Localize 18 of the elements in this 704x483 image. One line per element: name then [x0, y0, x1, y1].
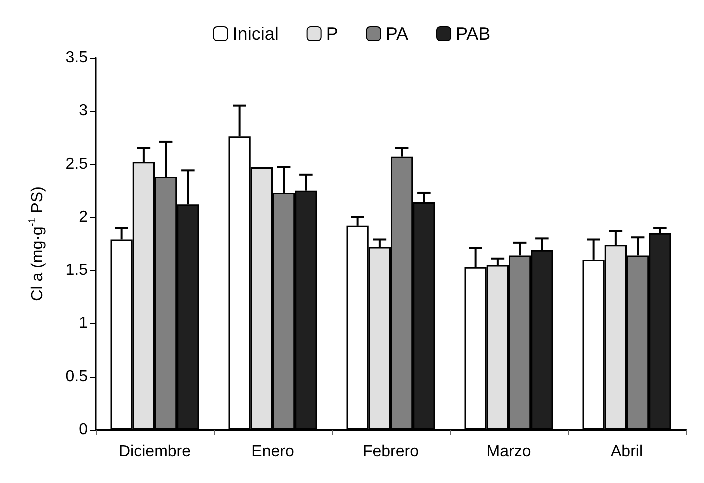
y-tick-label: 3.5	[66, 50, 88, 66]
y-tick-label: 0.5	[66, 368, 88, 386]
x-tick-label: Enero	[252, 444, 294, 460]
y-tick-label: 0	[79, 422, 88, 438]
y-axis-title: Cl a (mg·g-1 PS)	[28, 186, 46, 302]
y-tick-label: 3	[79, 102, 88, 120]
legend-label: Inicial	[232, 24, 279, 44]
x-tick-label: Marzo	[486, 444, 532, 460]
y-tick-label: 2	[79, 208, 88, 226]
y-tick-label: 1.5	[66, 262, 88, 280]
x-tick-label: Diciembre	[118, 444, 192, 460]
legend-label: PA	[386, 24, 409, 44]
y-tick-label: 1	[79, 315, 88, 332]
x-tick-label: Febrero	[362, 444, 420, 460]
y-tick-label: 2.5	[66, 156, 88, 173]
legend-label: P	[326, 24, 338, 44]
legend-label: PAB	[456, 24, 491, 44]
x-tick-label: Abril	[610, 444, 644, 460]
